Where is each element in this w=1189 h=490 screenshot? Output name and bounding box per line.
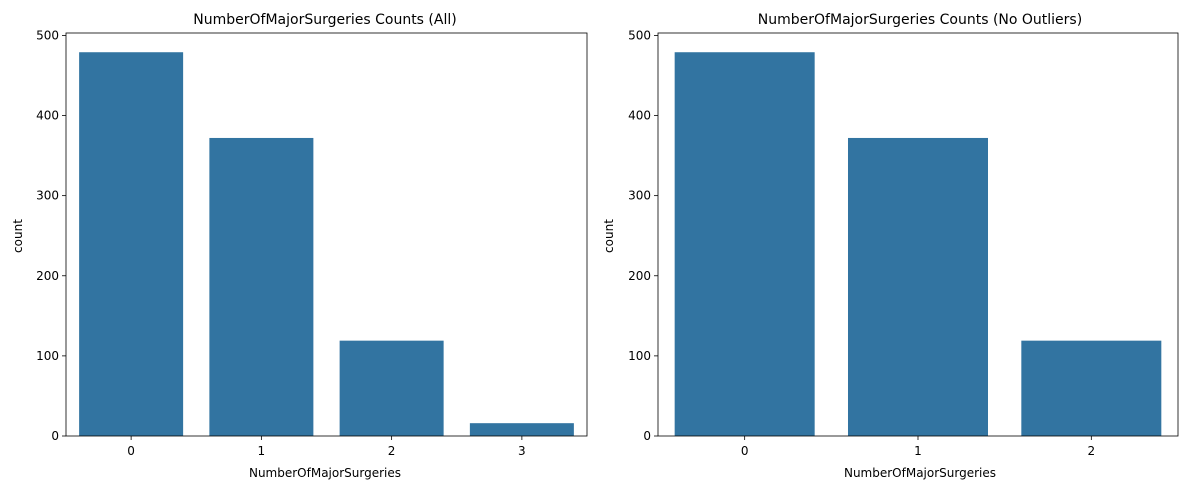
bar-1: [209, 137, 314, 436]
chart-title: NumberOfMajorSurgeries Counts (No Outlie…: [758, 12, 1082, 28]
y-tick-label: 300: [36, 189, 59, 203]
x-tick-label: 3: [518, 444, 526, 458]
y-tick-label: 0: [51, 429, 59, 443]
chart-panel-all: NumberOfMajorSurgeries Counts (All) Numb…: [11, 12, 588, 480]
x-axis-label: NumberOfMajorSurgeries: [249, 466, 401, 480]
y-tick-label: 200: [36, 269, 59, 283]
x-tick-label: 2: [388, 444, 396, 458]
bar-3: [469, 423, 574, 436]
y-axis-label: count: [602, 219, 616, 253]
x-tick-label: 1: [914, 444, 922, 458]
plot-area: 0 100 200 300 400 500 0 1 2 3: [36, 28, 588, 458]
x-tick-label: 1: [258, 444, 266, 458]
bar-2: [339, 340, 444, 436]
bar-0: [674, 52, 815, 436]
y-tick-label: 400: [36, 109, 59, 123]
y-tick-label: 500: [628, 28, 651, 42]
x-tick-label: 0: [127, 444, 135, 458]
y-tick-label: 100: [36, 349, 59, 363]
bar-0: [79, 52, 184, 436]
y-axis-label: count: [11, 219, 25, 253]
y-tick-label: 400: [628, 109, 651, 123]
x-axis-label: NumberOfMajorSurgeries: [844, 466, 996, 480]
y-tick-label: 100: [628, 349, 651, 363]
x-tick-label: 2: [1088, 444, 1096, 458]
y-tick-label: 500: [36, 28, 59, 42]
y-tick-label: 300: [628, 189, 651, 203]
plot-area: 0 100 200 300 400 500 0 1 2: [628, 28, 1179, 458]
bar-2: [1021, 340, 1162, 436]
y-tick-label: 0: [643, 429, 651, 443]
chart-title: NumberOfMajorSurgeries Counts (All): [193, 12, 456, 28]
bar-1: [847, 137, 988, 436]
axes-frame: [65, 32, 588, 437]
y-tick-label: 200: [628, 269, 651, 283]
chart-panel-no-outliers: NumberOfMajorSurgeries Counts (No Outlie…: [602, 12, 1179, 480]
x-tick-label: 0: [741, 444, 749, 458]
